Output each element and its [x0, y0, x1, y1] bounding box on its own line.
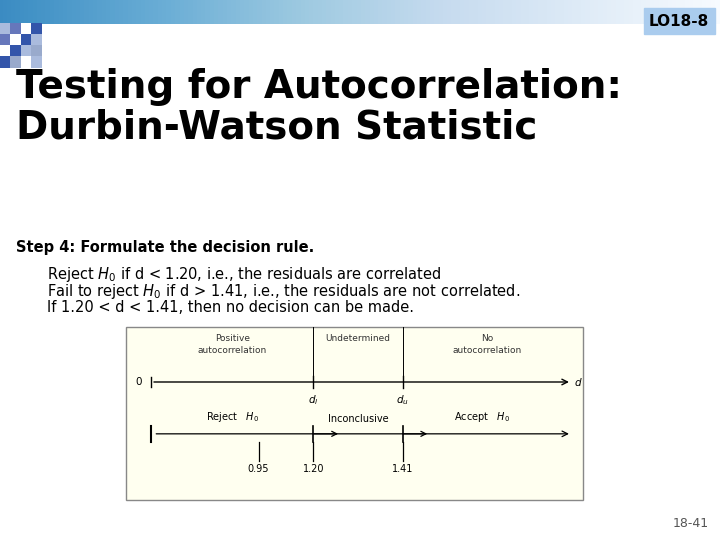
- Bar: [32, 35, 42, 45]
- Text: Accept   $H_0$: Accept $H_0$: [454, 410, 510, 424]
- Text: autocorrelation: autocorrelation: [453, 346, 522, 355]
- Text: $d_u$: $d_u$: [396, 393, 409, 407]
- Bar: [21, 45, 32, 56]
- Bar: [21, 23, 32, 35]
- Text: $d_l$: $d_l$: [308, 393, 319, 407]
- Bar: [32, 45, 42, 56]
- Bar: [32, 23, 42, 35]
- FancyBboxPatch shape: [126, 327, 583, 500]
- Text: 1.20: 1.20: [302, 464, 324, 474]
- Bar: [0, 35, 11, 45]
- Bar: [32, 56, 42, 68]
- Text: Testing for Autocorrelation:
Durbin-Watson Statistic: Testing for Autocorrelation: Durbin-Wats…: [16, 68, 622, 146]
- Text: $d$: $d$: [574, 376, 582, 388]
- Text: Reject $H_0$ if d < 1.20, i.e., the residuals are correlated: Reject $H_0$ if d < 1.20, i.e., the resi…: [47, 265, 441, 284]
- Text: 0.95: 0.95: [248, 464, 269, 474]
- Text: autocorrelation: autocorrelation: [198, 346, 267, 355]
- Text: Inconclusive: Inconclusive: [328, 414, 388, 424]
- Bar: [0, 45, 11, 56]
- Text: LO18-8: LO18-8: [649, 14, 709, 29]
- Bar: [11, 35, 21, 45]
- Text: No: No: [481, 334, 493, 343]
- Bar: [11, 23, 21, 35]
- Text: Undetermined: Undetermined: [325, 334, 390, 343]
- Bar: [21, 56, 32, 68]
- Text: Reject   $H_0$: Reject $H_0$: [206, 410, 259, 424]
- Text: Step 4: Formulate the decision rule.: Step 4: Formulate the decision rule.: [16, 240, 314, 255]
- Text: 0: 0: [135, 377, 142, 387]
- Text: Positive: Positive: [215, 334, 250, 343]
- Text: 18-41: 18-41: [673, 517, 709, 530]
- Bar: [0, 56, 11, 68]
- Text: Fail to reject $H_0$ if d > 1.41, i.e., the residuals are not correlated.: Fail to reject $H_0$ if d > 1.41, i.e., …: [47, 282, 520, 301]
- Bar: [11, 56, 21, 68]
- Bar: [11, 45, 21, 56]
- Text: 1.41: 1.41: [392, 464, 413, 474]
- Bar: [21, 35, 32, 45]
- Bar: [0, 23, 11, 35]
- Text: If 1.20 < d < 1.41, then no decision can be made.: If 1.20 < d < 1.41, then no decision can…: [47, 300, 414, 315]
